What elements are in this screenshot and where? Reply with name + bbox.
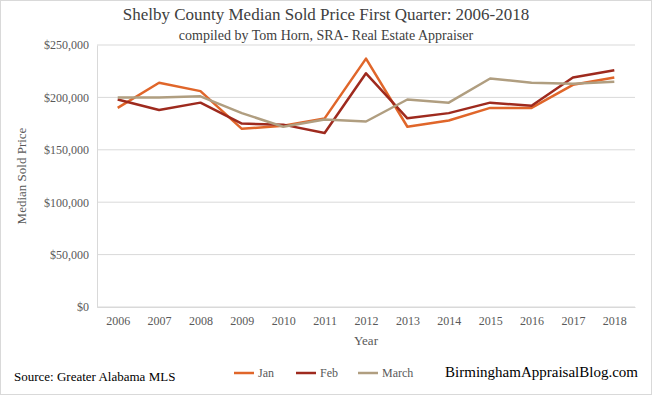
y-tick-label: $100,000	[44, 196, 89, 210]
background	[1, 1, 652, 395]
chart: Shelby County Median Sold Price First Qu…	[0, 0, 652, 395]
x-axis: 2006 2007 2008 2009 2010 2011 2012 2013 2014 2015…	[98, 307, 636, 328]
series-line	[118, 79, 615, 127]
y-tick-label: $200,000	[44, 91, 89, 105]
x-tick: 2008	[189, 307, 213, 328]
credit: BirminghamAppraisalBlog.com	[445, 364, 638, 380]
legend-label: Jan	[258, 366, 274, 380]
grid	[97, 45, 635, 307]
legend-item: March	[358, 366, 413, 380]
source-note: Source: Greater Alabama MLS	[14, 369, 175, 384]
y-tick: $250,000	[44, 38, 97, 52]
x-tick-label: 2011	[313, 314, 337, 328]
y-axis-title: Median Sold Price	[14, 127, 29, 224]
x-tick-label: 2007	[148, 314, 172, 328]
plot-area	[118, 59, 615, 133]
y-tick-label: $0	[77, 300, 89, 314]
x-tick-label: 2013	[396, 314, 420, 328]
legend-swatch	[358, 372, 378, 375]
y-tick: $100,000	[44, 196, 97, 210]
y-tick-label: $250,000	[44, 38, 89, 52]
x-tick-label: 2018	[603, 314, 627, 328]
legend-swatch	[296, 372, 316, 375]
x-tick-label: 2014	[437, 314, 461, 328]
y-tick-label: $50,000	[50, 248, 89, 262]
x-tick-label: 2006	[106, 314, 130, 328]
subtitle: compiled by Tom Horn, SRA- Real Estate A…	[179, 28, 474, 43]
x-tick: 2015	[479, 307, 503, 328]
x-tick: 2009	[230, 307, 254, 328]
legend-label: Feb	[320, 366, 338, 380]
x-tick-label: 2017	[561, 314, 585, 328]
grid-line	[97, 202, 635, 203]
x-tick-label: 2009	[230, 314, 254, 328]
series-line	[118, 70, 615, 133]
x-tick: 2014	[437, 307, 461, 328]
x-tick-label: 2016	[520, 314, 544, 328]
legend-item: Jan	[234, 366, 274, 380]
legend-swatch	[234, 372, 254, 375]
y-axis-line	[97, 46, 98, 308]
x-tick: 2017	[561, 307, 585, 328]
x-tick-label: 2015	[479, 314, 503, 328]
x-tick: 2018	[603, 307, 627, 328]
x-tick: 2006	[106, 307, 130, 328]
x-tick: 2007	[148, 307, 172, 328]
legend-label: March	[382, 366, 413, 380]
grid-line	[97, 149, 635, 150]
grid-line	[97, 307, 635, 308]
x-tick: 2011	[313, 307, 337, 328]
grid-line	[97, 254, 635, 255]
x-tick: 2013	[396, 307, 420, 328]
y-tick: $0	[77, 300, 97, 314]
x-tick: 2010	[272, 307, 296, 328]
y-tick: $150,000	[44, 143, 97, 157]
grid-line	[97, 45, 635, 46]
title: Shelby County Median Sold Price First Qu…	[123, 5, 530, 24]
x-axis-line	[98, 307, 636, 308]
x-axis-title: Year	[354, 333, 379, 348]
x-tick-label: 2010	[272, 314, 296, 328]
x-tick: 2016	[520, 307, 544, 328]
y-axis: $0 $50,000 $100,000 $150,000 $200,000 $250,00…	[44, 38, 98, 314]
legend-item: Feb	[296, 366, 338, 380]
x-tick-label: 2012	[355, 314, 379, 328]
y-tick: $50,000	[50, 248, 97, 262]
y-tick-label: $150,000	[44, 143, 89, 157]
legend: Jan Feb March	[234, 366, 413, 380]
x-tick: 2012	[355, 307, 379, 328]
x-tick-label: 2008	[189, 314, 213, 328]
y-tick: $200,000	[44, 91, 97, 105]
series-line	[118, 59, 615, 129]
